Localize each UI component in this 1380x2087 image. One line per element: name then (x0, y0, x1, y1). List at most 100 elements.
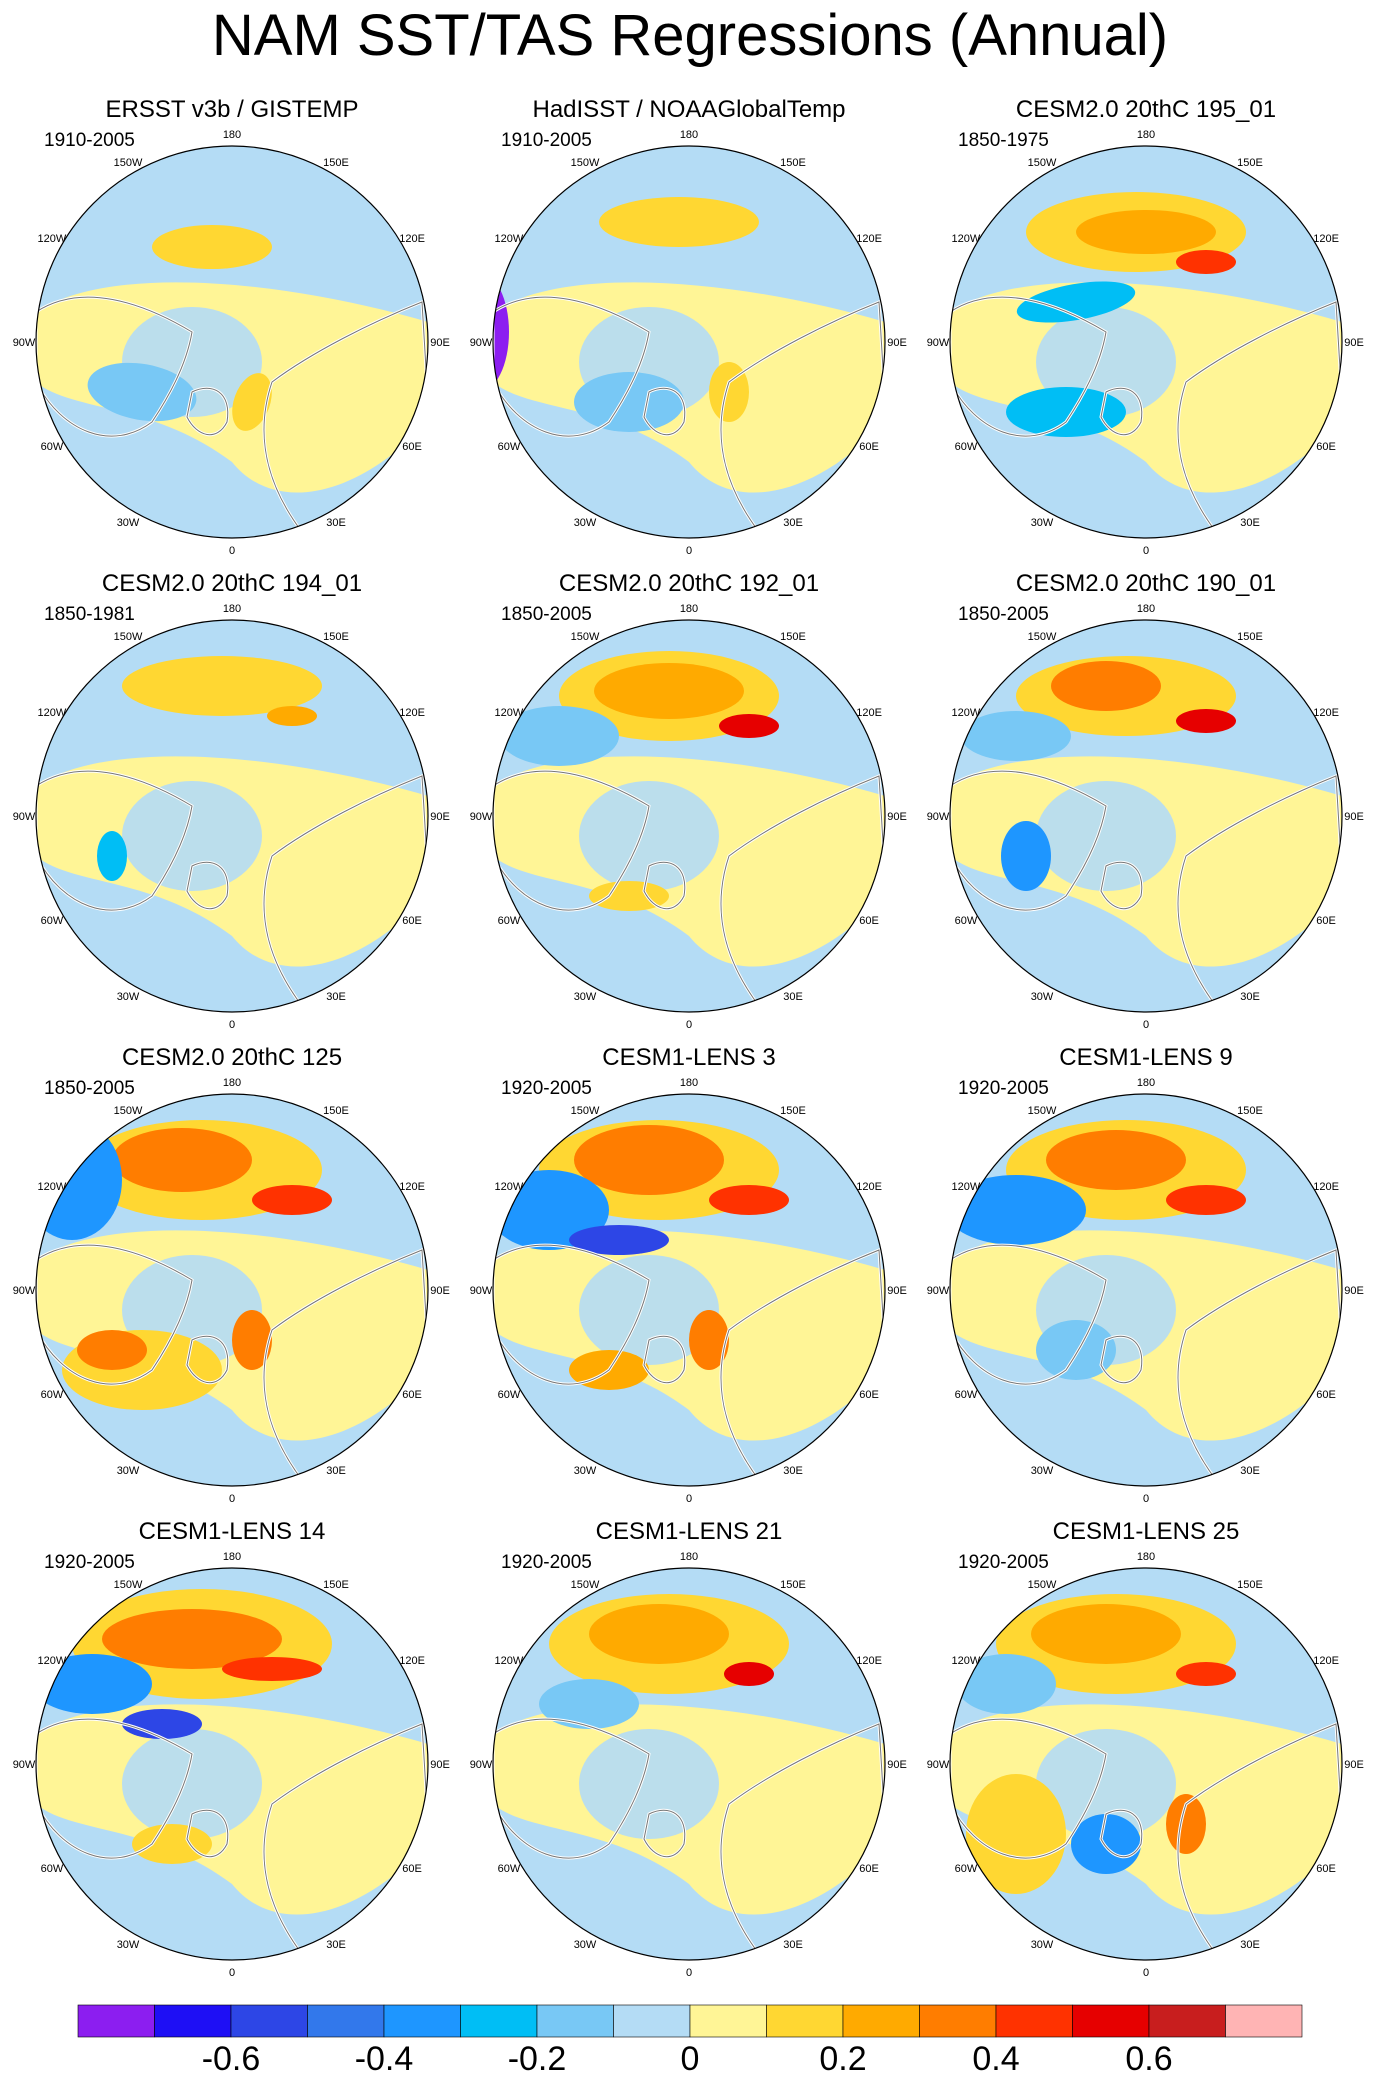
longitude-label: 150E (1237, 631, 1263, 643)
panel-title: CESM1-LENS 9 (1059, 1044, 1233, 1071)
coastline (36, 296, 193, 437)
polar-map: 180 150E 120E 90E 60E 30E 0 30W 60W 90W 120W 150W (13, 1077, 450, 1505)
longitude-label: 120E (1313, 707, 1339, 719)
polar-map: 180 150E 120E 90E 60E 30E 0 30W 60W 90W 120W 150W (927, 129, 1364, 557)
coastline (643, 1809, 686, 1858)
anomaly-contour (1006, 387, 1126, 437)
longitude-label: 150W (114, 1105, 143, 1117)
longitude-label: 150E (1237, 1105, 1263, 1117)
coastline (493, 296, 650, 437)
longitude-label: 30W (1031, 517, 1054, 529)
anomaly-contour (709, 362, 749, 422)
panel-period: 1910-2005 (44, 130, 135, 151)
panel-title: CESM2.0 20thC 190_01 (1015, 570, 1277, 597)
anomaly-contour (1036, 1320, 1116, 1380)
panel-period: 1850-1981 (44, 604, 135, 625)
longitude-label: 120W (38, 707, 67, 719)
anomaly-contour (1001, 821, 1051, 891)
anomaly-contour (97, 831, 127, 881)
longitude-label: 30W (574, 517, 597, 529)
longitude-label: 120W (952, 233, 981, 245)
longitude-label: 60W (41, 1389, 64, 1401)
longitude-label: 180 (680, 603, 698, 615)
longitude-label: 120E (1313, 1655, 1339, 1667)
anomaly-contour (1031, 1604, 1181, 1664)
anomaly-contour (102, 1609, 282, 1669)
panel-title: CESM2.0 20thC 192_01 (558, 570, 820, 597)
anomaly-contour (252, 1185, 332, 1215)
map-panel: ERSST v3b / GISTEMP 180 150E 120E 90E 60E 30E 0… (4, 96, 460, 566)
map-border (949, 1567, 1343, 1961)
panel-title: ERSST v3b / GISTEMP (105, 96, 359, 123)
longitude-label: 30W (117, 991, 140, 1003)
arctic-field (122, 1729, 262, 1839)
longitude-label: 90W (470, 1285, 493, 1297)
panel-title: CESM1-LENS 25 (1052, 1518, 1240, 1545)
longitude-label: 60E (859, 1389, 879, 1401)
anomaly-contour (1016, 281, 1136, 323)
longitude-label: 30W (1031, 1465, 1054, 1477)
panel-title: CESM2.0 20thC 125 (121, 1044, 343, 1071)
longitude-label: 180 (223, 1551, 241, 1563)
longitude-label: 0 (229, 1493, 235, 1505)
longitude-label: 30W (574, 1939, 597, 1951)
anomaly-contour (232, 1310, 272, 1370)
panel-period: 1920-2005 (501, 1552, 592, 1573)
coastline (643, 1335, 686, 1384)
anomaly-contour (36, 1654, 152, 1714)
anomaly-contour (1166, 1794, 1206, 1854)
longitude-label: 60W (955, 1863, 978, 1875)
longitude-label: 90E (887, 811, 907, 823)
longitude-label: 90E (887, 1759, 907, 1771)
longitude-label: 120W (952, 707, 981, 719)
longitude-label: 60E (402, 915, 422, 927)
longitude-label: 150W (1028, 1579, 1057, 1591)
panel-title: CESM2.0 20thC 194_01 (101, 570, 363, 597)
map-border (492, 1567, 886, 1961)
longitude-label: 90W (927, 1759, 950, 1771)
longitude-label: 30W (574, 991, 597, 1003)
longitude-label: 60W (41, 915, 64, 927)
coastline (36, 1718, 193, 1859)
coastline (1100, 387, 1143, 436)
longitude-label: 120E (399, 707, 425, 719)
map-border (949, 145, 1343, 539)
anomaly-contour (1166, 1185, 1246, 1215)
panel-period: 1920-2005 (44, 1552, 135, 1573)
coastline (186, 861, 229, 910)
coastline (493, 1718, 650, 1859)
longitude-label: 30W (117, 1465, 140, 1477)
longitude-label: 120E (856, 707, 882, 719)
longitude-label: 150E (780, 157, 806, 169)
longitude-label: 120W (38, 233, 67, 245)
longitude-label: 60W (498, 441, 521, 453)
longitude-label: 120E (399, 1655, 425, 1667)
longitude-label: 60E (1316, 915, 1336, 927)
coastline (186, 387, 229, 436)
map-panel: HadISST / NOAAGlobalTemp 180 150E 120E 90E 60… (461, 96, 917, 566)
longitude-label: 60E (859, 915, 879, 927)
anomaly-contour (724, 1662, 774, 1686)
anomaly-contour (956, 1654, 1056, 1714)
longitude-label: 0 (1143, 1967, 1149, 1979)
coastline (950, 296, 1107, 437)
longitude-label: 180 (680, 129, 698, 141)
polar-map: 180 150E 120E 90E 60E 30E 0 30W 60W 90W 120W 150W (927, 603, 1364, 1031)
longitude-label: 120E (399, 1181, 425, 1193)
longitude-label: 150W (571, 1579, 600, 1591)
longitude-label: 90W (13, 811, 36, 823)
panel-period: 1850-1975 (958, 130, 1049, 151)
anomaly-contour (87, 362, 197, 422)
panel-period: 1920-2005 (958, 1078, 1049, 1099)
map-border (492, 619, 886, 1013)
anomaly-contour (599, 197, 759, 247)
anomaly-contour (539, 1679, 639, 1729)
polar-map: 180 150E 120E 90E 60E 30E 0 30W 60W 90W 120W 150W (13, 603, 450, 1031)
panel-title: CESM2.0 20thC 195_01 (1015, 96, 1277, 123)
longitude-label: 90W (13, 1759, 36, 1771)
longitude-label: 30W (117, 1939, 140, 1951)
longitude-label: 0 (1143, 545, 1149, 557)
longitude-label: 60W (955, 915, 978, 927)
longitude-label: 90E (1344, 1759, 1364, 1771)
polar-map: 180 150E 120E 90E 60E 30E 0 30W 60W 90W 120W 150W (13, 129, 450, 557)
